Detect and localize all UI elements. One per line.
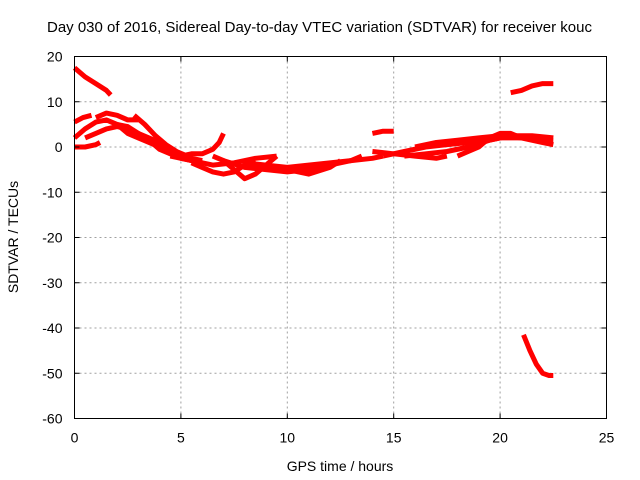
y-tick-label: 0 xyxy=(55,139,63,155)
tick-labels: 0 5 10 15 20 25 20 10 0 -10 -20 -30 -40 -50 -60 xyxy=(42,49,614,446)
series-arc-19 xyxy=(404,133,554,159)
series-arc-9 xyxy=(180,132,226,159)
y-tick-label: -20 xyxy=(42,230,62,246)
x-tick-label: 5 xyxy=(177,430,185,446)
x-tick-label: 10 xyxy=(280,430,296,446)
y-tick-label: -30 xyxy=(42,275,62,291)
series-arc-23 xyxy=(521,333,554,378)
y-axis-label: SDTVAR / TECUs xyxy=(5,181,21,293)
x-tick-label: 15 xyxy=(386,430,402,446)
series-arc-10 xyxy=(169,153,277,168)
x-tick-label: 20 xyxy=(492,430,508,446)
data-series xyxy=(72,65,554,378)
series-arc-1 xyxy=(72,65,113,97)
series-arc-15 xyxy=(265,158,342,177)
chart-title: Day 030 of 2016, Sidereal Day-to-day VTE… xyxy=(47,19,592,36)
x-tick-label: 0 xyxy=(71,430,79,446)
y-tick-label: 10 xyxy=(47,94,63,110)
y-tick-label: -60 xyxy=(42,411,62,427)
y-tick-label: -40 xyxy=(42,320,62,336)
series-arc-22 xyxy=(510,81,554,96)
grid xyxy=(74,56,607,419)
x-tick-label: 25 xyxy=(599,430,615,446)
series-arc-2 xyxy=(73,112,93,125)
series-arc-6 xyxy=(94,110,139,123)
series-arc-8 xyxy=(132,113,189,159)
y-tick-label: 20 xyxy=(47,49,63,65)
y-tick-label: -10 xyxy=(42,184,62,200)
x-axis-label: GPS time / hours xyxy=(287,458,394,474)
series-arc-21 xyxy=(414,133,554,150)
series-arc-16 xyxy=(371,128,394,136)
y-tick-label: -50 xyxy=(42,365,62,381)
series-arc-3 xyxy=(74,140,102,150)
